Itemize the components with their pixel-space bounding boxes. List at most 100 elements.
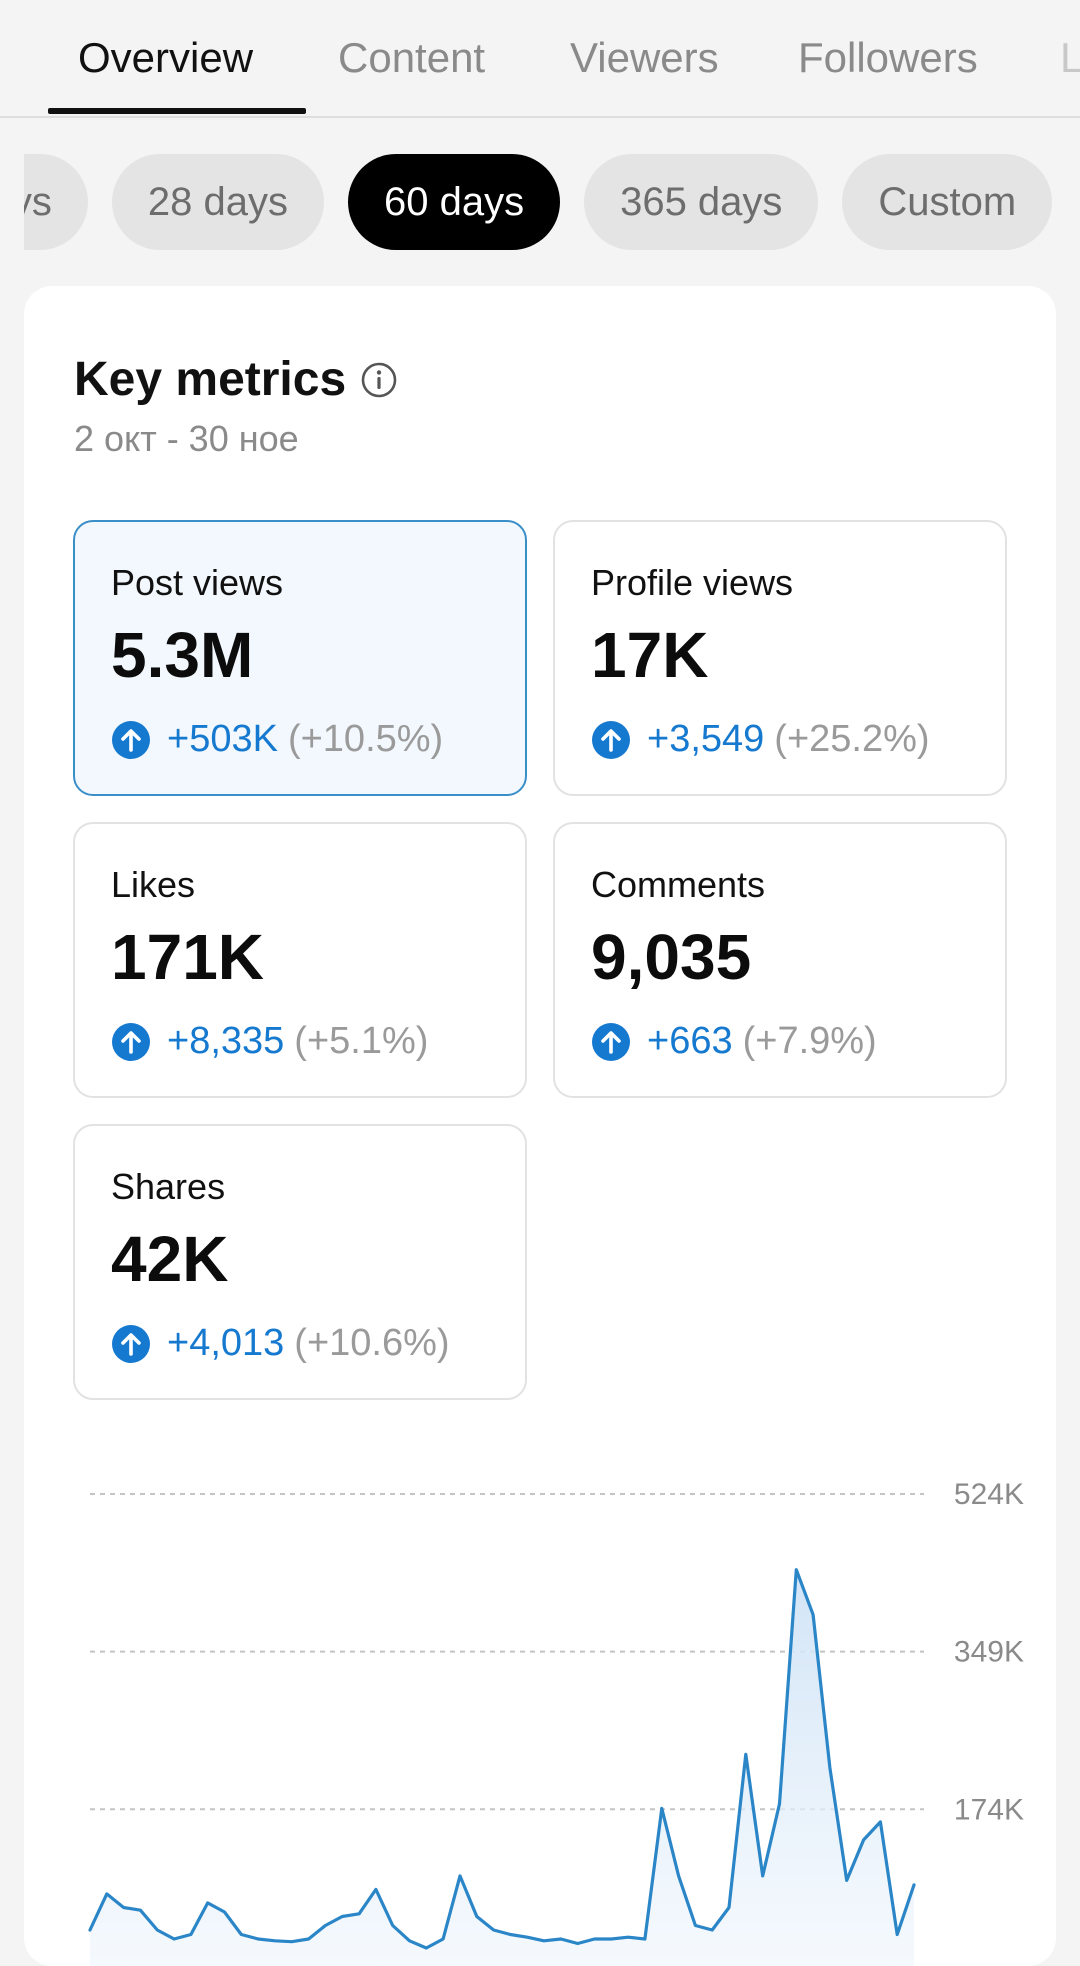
range-chip-365-days[interactable]: 365 days <box>584 154 819 250</box>
metric-label: Likes <box>111 864 196 905</box>
chart-data-point[interactable] <box>219 1906 231 1918</box>
chart-data-point[interactable] <box>689 1920 701 1932</box>
chart-data-point[interactable] <box>319 1920 331 1932</box>
chart-data-point[interactable] <box>504 1929 516 1941</box>
tab-overflow-hint: L <box>1060 34 1080 81</box>
metric-value: 5.3M <box>111 619 254 691</box>
tab-overview[interactable]: Overview <box>78 34 254 81</box>
post-views-trend-chart[interactable]: 524K 349K 174K <box>24 1446 1056 1966</box>
metric-delta: +3,549 <box>647 718 765 760</box>
arrow-up-circle-icon <box>112 720 150 759</box>
metric-card-comments[interactable]: Comments 9,035 +663 (+7.9%) <box>553 822 1007 1098</box>
chart-data-point[interactable] <box>706 1924 718 1936</box>
chart-data-point[interactable] <box>908 1879 920 1891</box>
metric-card-post-views[interactable]: Post views 5.3M +503K (+10.5%) <box>73 520 527 796</box>
chart-data-point[interactable] <box>774 1798 786 1810</box>
metric-change: +3,549 (+25.2%) <box>591 718 930 761</box>
chart-data-point[interactable] <box>420 1942 432 1954</box>
metric-delta: +8,335 <box>167 1020 285 1062</box>
chart-data-point[interactable] <box>757 1870 769 1882</box>
range-chip-7-days[interactable]: 7 days <box>24 154 88 250</box>
y-axis-tick-label: 349K <box>954 1636 1024 1669</box>
range-chip-custom[interactable]: Custom <box>842 154 1053 250</box>
metric-change: +8,335 (+5.1%) <box>111 1020 428 1063</box>
chart-data-point[interactable] <box>891 1929 903 1941</box>
chart-data-point[interactable] <box>437 1933 449 1945</box>
metric-percent: (+10.6%) <box>294 1322 450 1364</box>
metric-percent: (+5.1%) <box>294 1020 429 1062</box>
chart-data-point[interactable] <box>589 1933 601 1945</box>
date-range-text: 2 окт - 30 ное <box>74 418 299 459</box>
metric-label: Post views <box>111 562 284 603</box>
chart-data-point[interactable] <box>84 1924 96 1936</box>
key-metrics-heading: Key metrics <box>74 352 398 407</box>
range-chip-60-days[interactable]: 60 days <box>347 154 561 250</box>
chart-data-point[interactable] <box>353 1908 365 1920</box>
metric-percent: (+10.5%) <box>287 718 444 760</box>
chart-data-point[interactable] <box>538 1935 550 1947</box>
chart-data-point[interactable] <box>572 1938 584 1950</box>
chart-data-point[interactable] <box>168 1933 180 1945</box>
chart-data-point[interactable] <box>790 1564 802 1576</box>
key-metrics-card: Key metrics 2 окт - 30 ное Post views 5.… <box>24 286 1056 1966</box>
metric-card-profile-views[interactable]: Profile views 17K +3,549 (+25.2%) <box>553 520 1007 796</box>
chart-data-point[interactable] <box>202 1897 214 1909</box>
metric-card-shares[interactable]: Shares 42K +4,013 (+10.6%) <box>73 1124 527 1400</box>
chart-data-point[interactable] <box>269 1935 281 1947</box>
metric-label: Shares <box>111 1166 226 1207</box>
metric-percent: (+7.9%) <box>742 1020 877 1062</box>
chart-data-point[interactable] <box>656 1802 668 1814</box>
chart-data-point[interactable] <box>185 1929 197 1941</box>
chart-data-point[interactable] <box>605 1933 617 1945</box>
tab-followers[interactable]: Followers <box>798 34 978 81</box>
chart-data-point[interactable] <box>841 1874 853 1886</box>
tab-viewers[interactable]: Viewers <box>570 34 719 81</box>
chart-data-point[interactable] <box>235 1929 247 1941</box>
chart-data-point[interactable] <box>404 1935 416 1947</box>
chart-data-point[interactable] <box>488 1924 500 1936</box>
chart-data-point[interactable] <box>740 1748 752 1760</box>
metric-delta: +663 <box>647 1020 733 1062</box>
metric-value: 42K <box>111 1223 229 1295</box>
metric-label: Comments <box>591 864 766 905</box>
chart-data-point[interactable] <box>471 1911 483 1923</box>
metric-change: +4,013 (+10.6%) <box>111 1322 450 1365</box>
arrow-up-circle-icon <box>112 1022 150 1061</box>
chart-data-point[interactable] <box>303 1933 315 1945</box>
metric-card-likes[interactable]: Likes 171K +8,335 (+5.1%) <box>73 822 527 1098</box>
metric-value: 9,035 <box>591 921 752 993</box>
chart-data-point[interactable] <box>151 1924 163 1936</box>
chart-data-point[interactable] <box>807 1609 819 1621</box>
chart-data-point[interactable] <box>387 1920 399 1932</box>
chart-data-point[interactable] <box>101 1888 113 1900</box>
active-tab-indicator <box>48 108 306 114</box>
y-axis-tick-label: 174K <box>954 1793 1024 1826</box>
chart-data-point[interactable] <box>134 1904 146 1916</box>
info-circle-icon[interactable] <box>360 361 398 399</box>
chart-data-point[interactable] <box>723 1902 735 1914</box>
date-range-selector: 7 days 28 days 60 days 365 days Custom <box>24 154 1056 250</box>
top-tab-bar: Overview Content Viewers Followers L <box>0 0 1080 118</box>
chart-data-point[interactable] <box>824 1762 836 1774</box>
arrow-up-circle-icon <box>592 1022 630 1061</box>
chart-data-point[interactable] <box>858 1834 870 1846</box>
chart-data-point[interactable] <box>336 1911 348 1923</box>
chart-data-point[interactable] <box>555 1933 567 1945</box>
chart-data-point[interactable] <box>370 1883 382 1895</box>
chart-data-point[interactable] <box>454 1870 466 1882</box>
range-chip-28-days[interactable]: 28 days <box>111 154 324 250</box>
tab-content[interactable]: Content <box>338 34 486 81</box>
chart-data-point[interactable] <box>673 1870 685 1882</box>
chart-data-point[interactable] <box>639 1933 651 1945</box>
metric-delta: +4,013 <box>167 1322 285 1364</box>
metric-change: +663 (+7.9%) <box>591 1020 877 1063</box>
key-metrics-title: Key metrics <box>74 353 347 406</box>
chart-data-point[interactable] <box>874 1816 886 1828</box>
chart-data-point[interactable] <box>118 1902 130 1914</box>
chart-data-point[interactable] <box>286 1936 298 1948</box>
chart-data-point[interactable] <box>622 1931 634 1943</box>
chart-data-point[interactable] <box>521 1931 533 1943</box>
arrow-up-circle-icon <box>592 720 630 759</box>
chart-data-point[interactable] <box>252 1933 264 1945</box>
metric-value: 17K <box>591 619 709 691</box>
